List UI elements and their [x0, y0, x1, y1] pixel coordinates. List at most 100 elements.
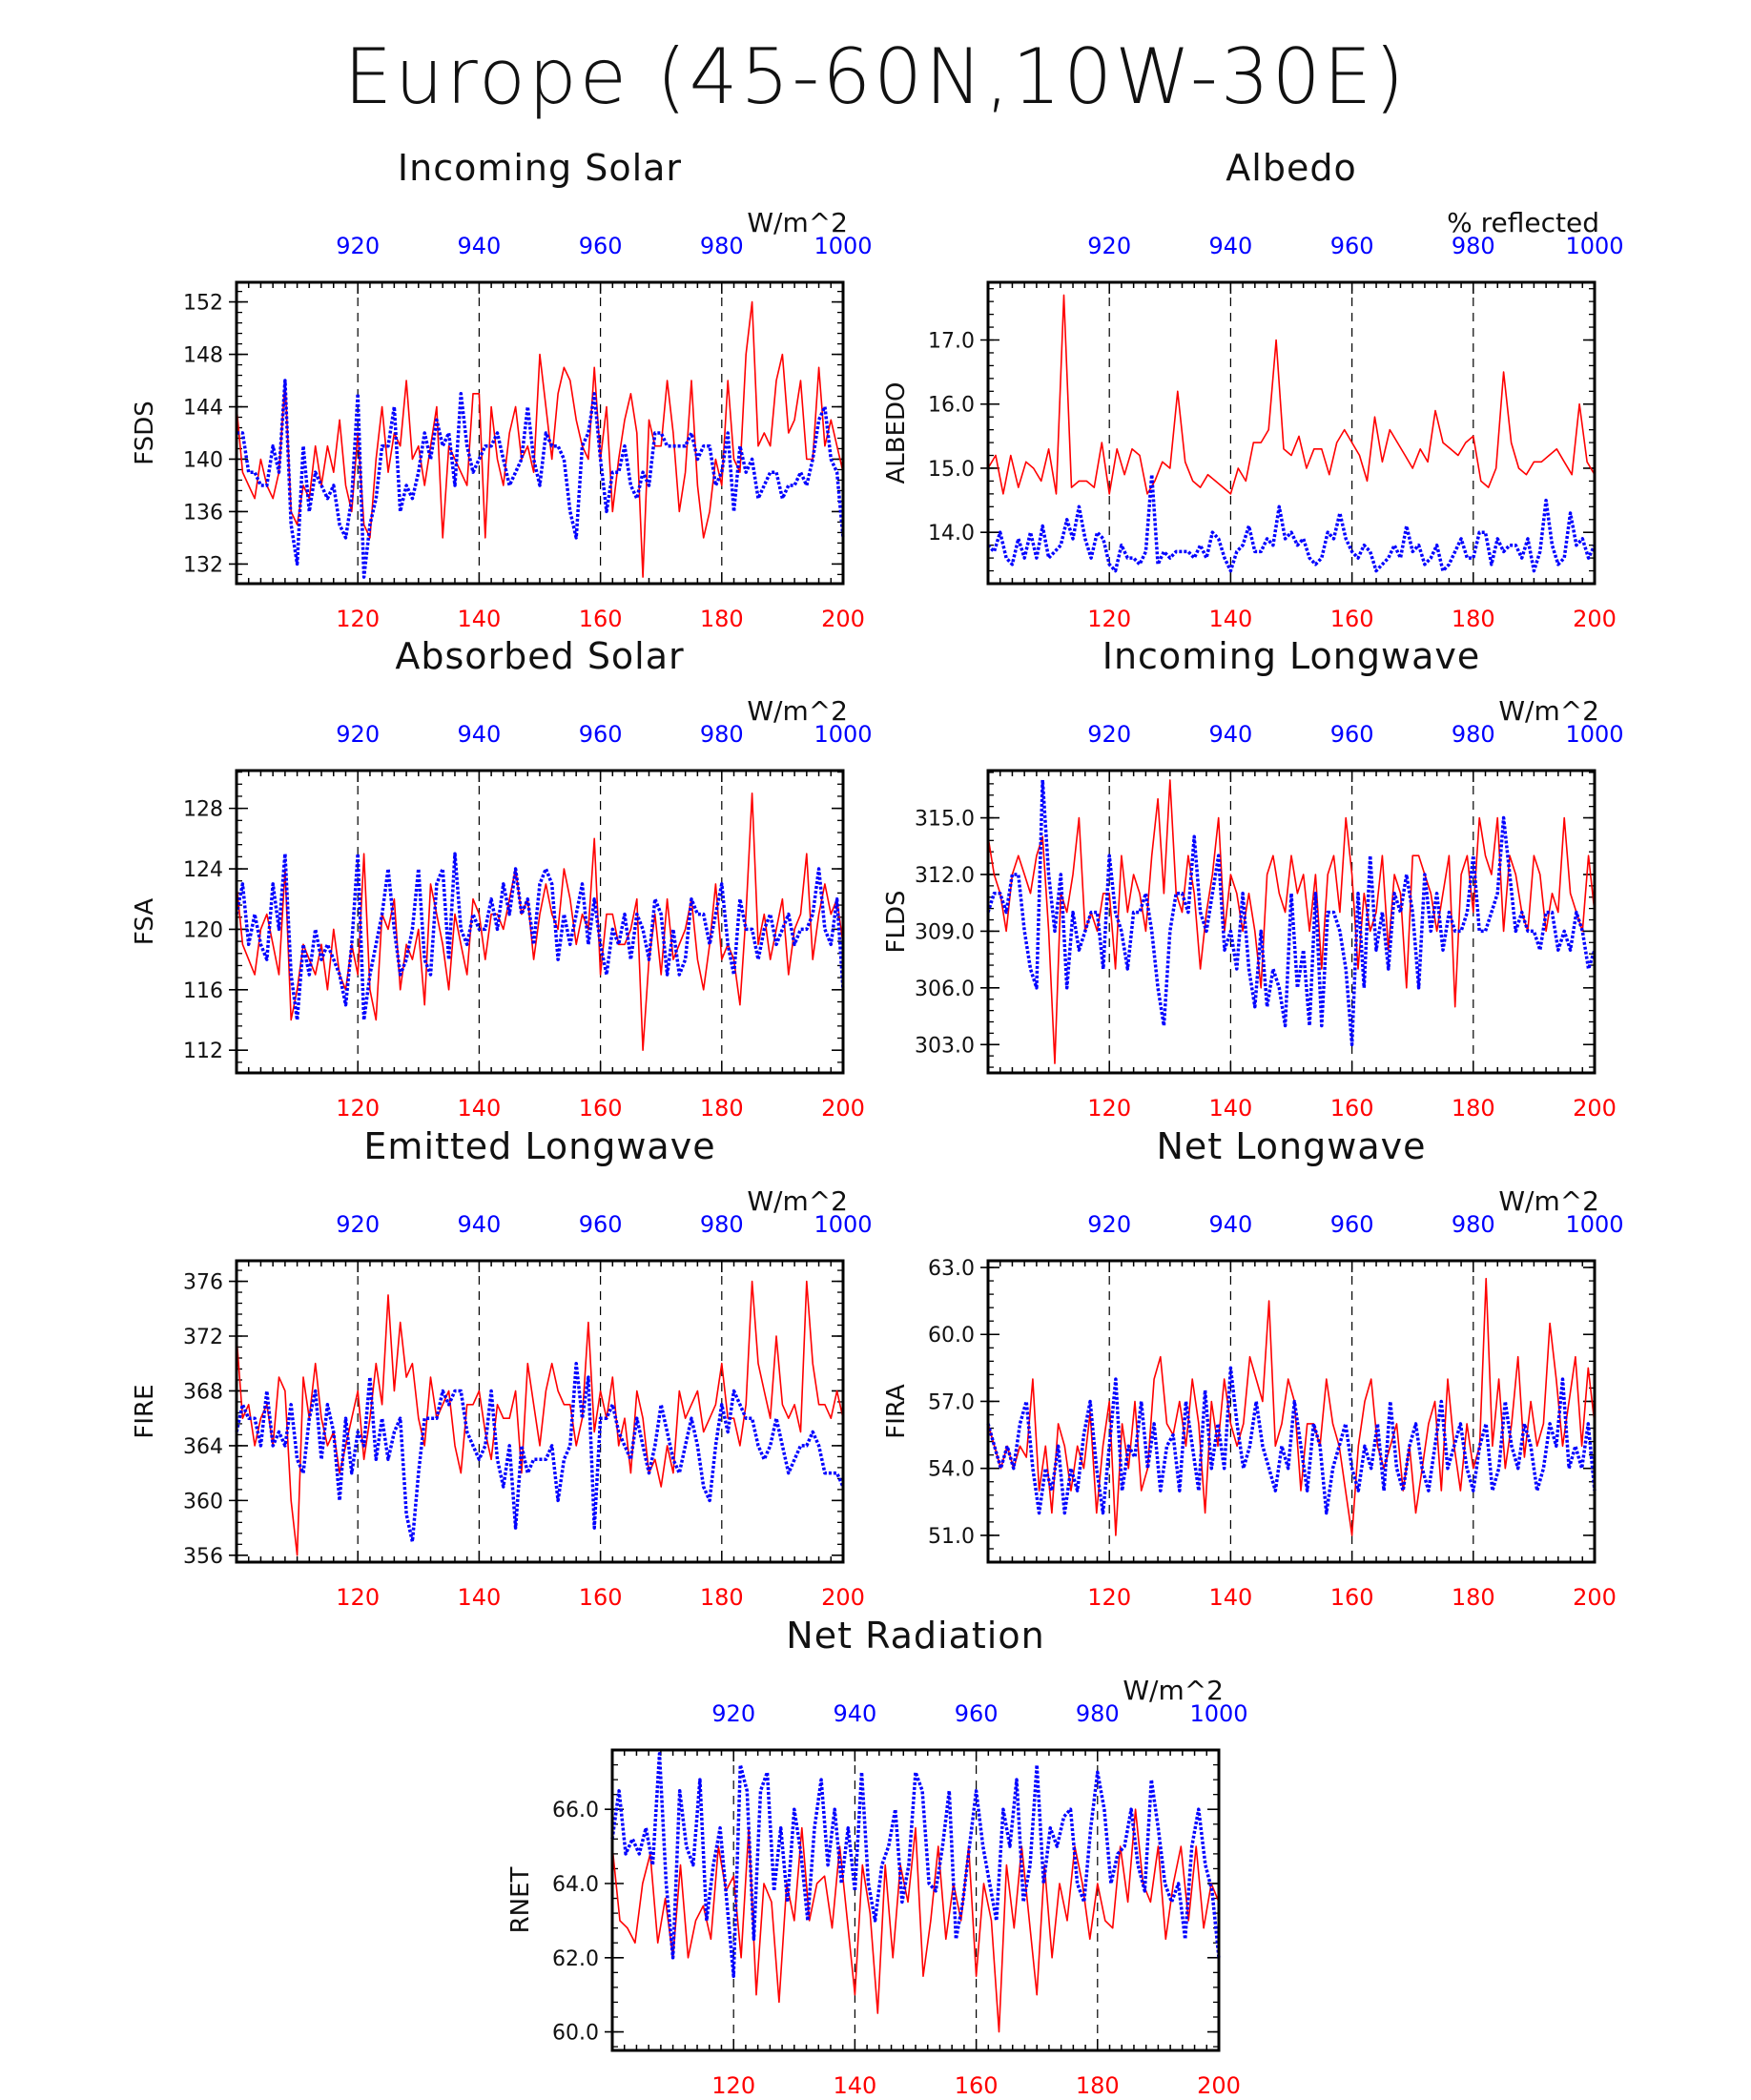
top-x-tick-label: 920	[1087, 233, 1131, 259]
series-line-blue	[986, 472, 1596, 573]
top-x-tick-label: 940	[1208, 1211, 1252, 1238]
top-x-tick-label: 960	[579, 721, 623, 748]
x-tick-label: 180	[1452, 1095, 1495, 1122]
x-tick-label: 140	[1208, 1584, 1252, 1611]
top-x-tick-label: 980	[1076, 1700, 1120, 1727]
y-tick-label: 309.0	[915, 920, 975, 944]
series-line-blue	[237, 379, 845, 579]
y-tick-label: 120	[183, 918, 223, 942]
x-tick-label: 200	[1197, 2072, 1241, 2099]
y-tick-label: 17.0	[928, 330, 975, 354]
top-x-tick-label: 1000	[814, 1211, 872, 1238]
x-tick-label: 160	[579, 1584, 623, 1611]
y-axis-label: FSA	[131, 898, 159, 945]
y-tick-label: 64.0	[552, 1873, 599, 1897]
x-tick-label: 140	[833, 2072, 876, 2099]
units-label: W/m^2	[747, 1185, 848, 1217]
plot-frame	[235, 1259, 845, 1564]
x-tick-label: 120	[1087, 1095, 1131, 1122]
top-x-tick-label: 920	[336, 233, 380, 259]
plot-frame	[610, 1748, 1221, 2052]
y-tick-label: 312.0	[915, 864, 975, 888]
top-x-tick-label: 1000	[1565, 721, 1623, 748]
y-tick-label: 315.0	[915, 808, 975, 832]
y-tick-label: 152	[183, 292, 223, 316]
x-tick-label: 180	[700, 606, 744, 632]
units-label: W/m^2	[1498, 695, 1599, 727]
x-tick-label: 140	[457, 1095, 501, 1122]
x-tick-label: 160	[579, 1095, 623, 1122]
y-tick-label: 60.0	[552, 2022, 599, 2046]
top-x-tick-label: 920	[711, 1700, 755, 1727]
top-x-tick-label: 1000	[1565, 233, 1623, 259]
chart-panel-1: Incoming Solar W/m^2 FSDS 132 136 140 144 148 15…	[131, 147, 873, 632]
units-label: % reflected	[1447, 207, 1599, 238]
units-label: W/m^2	[747, 695, 848, 727]
y-tick-label: 14.0	[928, 522, 975, 546]
units-label: W/m^2	[1123, 1675, 1224, 1706]
series-line-red	[236, 793, 844, 1051]
x-tick-label: 180	[700, 1095, 744, 1122]
top-x-tick-label: 960	[579, 1211, 623, 1238]
y-tick-label: 57.0	[928, 1390, 975, 1414]
panel-title: Incoming Solar	[398, 147, 682, 189]
chart-panel-2: Albedo % reflected ALBEDO 14.0 15.0 16.0 17.0 1…	[882, 147, 1624, 632]
x-tick-label: 200	[1573, 1095, 1617, 1122]
top-x-tick-label: 980	[1452, 1211, 1495, 1238]
units-label: W/m^2	[1498, 1185, 1599, 1217]
y-tick-label: 66.0	[552, 1799, 599, 1822]
units-label: W/m^2	[747, 207, 848, 238]
y-tick-label: 364	[183, 1435, 223, 1459]
top-x-tick-label: 920	[336, 721, 380, 748]
x-tick-label: 200	[821, 1584, 865, 1611]
plot-frame	[986, 1259, 1596, 1564]
y-axis-label: RNET	[506, 1866, 535, 1933]
series-line-red	[987, 294, 1596, 495]
y-axis-label: FIRA	[882, 1384, 911, 1439]
y-tick-label: 60.0	[928, 1324, 975, 1348]
figure-title: Europe (45-60N,10W-30E)	[344, 32, 1408, 121]
y-tick-label: 376	[183, 1271, 223, 1295]
x-tick-label: 140	[1208, 1095, 1252, 1122]
chart-panel-4: Incoming Longwave W/m^2 FLDS 303.0 306.0 309.…	[882, 635, 1624, 1122]
x-tick-label: 120	[1087, 1584, 1131, 1611]
x-tick-label: 180	[1452, 1584, 1495, 1611]
y-axis-label: FLDS	[882, 891, 911, 954]
series-line-red	[236, 300, 844, 578]
x-tick-label: 140	[457, 1584, 501, 1611]
y-axis-label: FIRE	[131, 1384, 159, 1438]
x-tick-label: 180	[700, 1584, 744, 1611]
y-tick-label: 356	[183, 1545, 223, 1569]
x-tick-label: 200	[821, 606, 865, 632]
plot-frame	[986, 769, 1596, 1075]
y-tick-label: 140	[183, 448, 223, 472]
top-x-tick-label: 960	[1330, 1211, 1374, 1238]
panels: Incoming Solar W/m^2 FSDS 132 136 140 144 148 15…	[131, 147, 1624, 2099]
panel-title: Albedo	[1226, 147, 1356, 189]
top-x-tick-label: 1000	[814, 233, 872, 259]
top-x-tick-label: 940	[457, 1211, 501, 1238]
top-x-tick-label: 940	[1208, 721, 1252, 748]
y-tick-label: 124	[183, 858, 223, 882]
y-tick-label: 16.0	[928, 394, 975, 418]
top-x-tick-label: 960	[955, 1700, 999, 1727]
x-tick-label: 180	[1076, 2072, 1120, 2099]
series-line-blue	[986, 778, 1596, 1047]
top-x-tick-label: 980	[1452, 721, 1495, 748]
y-tick-label: 54.0	[928, 1458, 975, 1482]
x-tick-label: 160	[579, 606, 623, 632]
panel-title: Emitted Longwave	[363, 1125, 715, 1167]
y-tick-label: 63.0	[928, 1257, 975, 1281]
top-x-tick-label: 940	[833, 1700, 876, 1727]
x-tick-label: 180	[1452, 606, 1495, 632]
panel-title: Absorbed Solar	[395, 635, 684, 677]
series-line-blue	[986, 1366, 1596, 1515]
top-x-tick-label: 1000	[1565, 1211, 1623, 1238]
y-axis-label: ALBEDO	[882, 381, 911, 484]
y-tick-label: 372	[183, 1326, 223, 1349]
y-tick-label: 306.0	[915, 978, 975, 1001]
top-x-tick-label: 960	[579, 233, 623, 259]
x-tick-label: 120	[1087, 606, 1131, 632]
top-x-tick-label: 920	[1087, 721, 1131, 748]
